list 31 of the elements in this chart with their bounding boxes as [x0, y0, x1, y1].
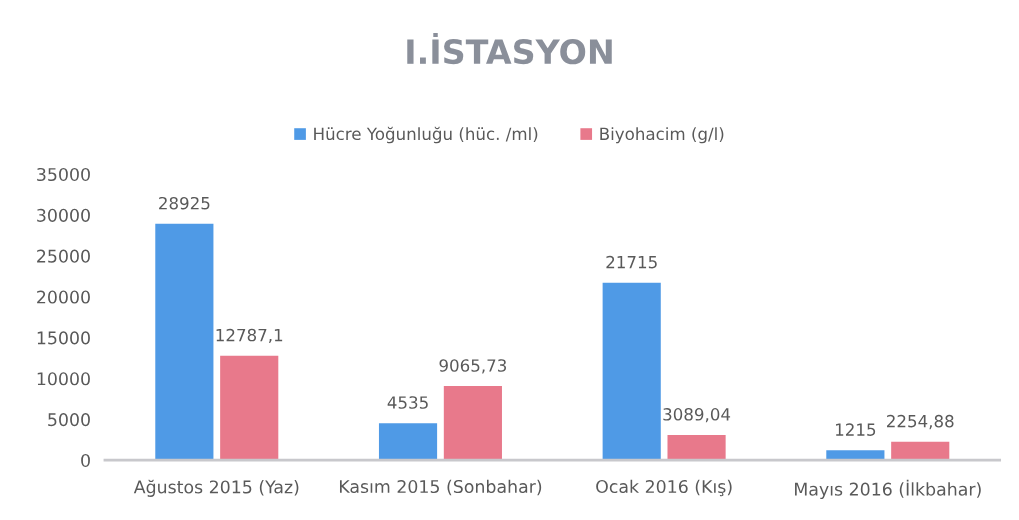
- x-tick-label: Ağustos 2015 (Yaz): [133, 479, 299, 497]
- y-tick-label: 15000: [37, 331, 90, 345]
- x-tick-label: Mayıs 2016 (İlkbahar): [795, 479, 981, 500]
- data-label: 2254,88: [887, 414, 954, 430]
- y-tick-label: 20000: [37, 290, 90, 304]
- data-label: 9065,73: [439, 359, 507, 374]
- bar: [443, 386, 502, 461]
- legend-label: Biyohacim (g/l): [600, 127, 724, 144]
- bar: [667, 434, 726, 461]
- bar: [378, 423, 438, 461]
- bar: [891, 441, 950, 461]
- bar: [155, 223, 214, 461]
- x-tick-label: Kasım 2015 (Sonbahar): [339, 479, 542, 496]
- data-label: 3089,04: [663, 408, 731, 423]
- y-tick-label: 35000: [37, 167, 90, 182]
- bar: [826, 450, 885, 461]
- y-tick-label: 25000: [37, 249, 90, 263]
- legend-label: Hücre Yoğunluğu (hüc. /ml): [314, 126, 538, 144]
- y-tick-label: 0: [81, 453, 90, 468]
- y-tick-label: 30000: [37, 208, 90, 222]
- x-tick-label: Ocak 2016 (Kış): [596, 479, 732, 497]
- y-tick-label: 5000: [48, 413, 90, 427]
- bar: [220, 355, 279, 461]
- chart-title: I.İSTASYON: [407, 32, 612, 65]
- data-label: 12787,1: [216, 328, 283, 344]
- data-label: 1215: [835, 423, 876, 436]
- data-label: 28925: [159, 196, 210, 210]
- data-label: 4535: [387, 396, 428, 409]
- y-tick-label: 10000: [37, 372, 90, 386]
- bar: [602, 282, 661, 461]
- data-label: 21715: [606, 255, 657, 269]
